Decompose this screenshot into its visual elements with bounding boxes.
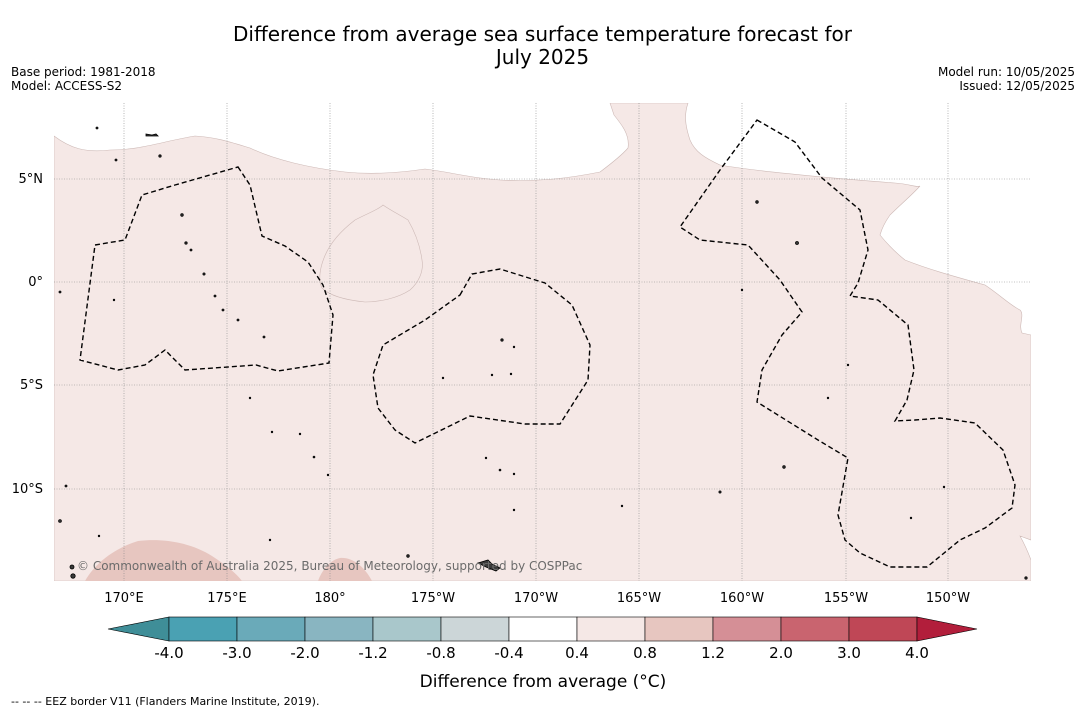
eez-border-kiribati-gilberts <box>79 166 334 372</box>
lon-label-180: 180° <box>314 591 345 606</box>
lat-label-10s: 10°S <box>12 482 43 497</box>
copyright-notice: © Commonwealth of Australia 2025, Bureau… <box>77 559 582 573</box>
model-run-text: Model run: 10/05/2025 <box>937 65 1075 79</box>
metadata-left: Base period: 1981-2018 Model: ACCESS-S2 <box>11 65 156 93</box>
metadata-right: Model run: 10/05/2025 Issued: 12/05/2025 <box>938 65 1075 93</box>
colorbar-tick-label: -0.8 <box>426 644 455 662</box>
colorbar <box>107 616 978 642</box>
colorbar-tick-label: 2.0 <box>769 644 793 662</box>
issued-text: Issued: 12/05/2025 <box>959 79 1075 93</box>
colorbar-tick-label: -2.0 <box>290 644 319 662</box>
colorbar-tick-label: 0.8 <box>633 644 657 662</box>
colorbar-segment <box>304 616 374 642</box>
anomaly-fill-light <box>54 103 1031 581</box>
eez-border-kiribati-line <box>679 119 1016 568</box>
colorbar-segment <box>440 616 510 642</box>
lon-label-175e: 175°E <box>207 591 247 606</box>
colorbar-label: Difference from average (°C) <box>420 672 667 692</box>
colorbar-segment <box>576 616 646 642</box>
colorbar-tick-label: 4.0 <box>905 644 929 662</box>
colorbar-tick-labels: -4.0 -3.0 -2.0 -1.2 -0.8 -0.4 0.4 0.8 1.2 2.0 3.0 4… <box>154 644 929 662</box>
lon-label-160w: 160°W <box>720 591 764 606</box>
colorbar-segment <box>780 616 850 642</box>
islands <box>58 126 1028 580</box>
lat-label-0: 0° <box>28 275 43 290</box>
colorbar-segment <box>848 616 918 642</box>
colorbar-tick-label: 0.4 <box>565 644 589 662</box>
map-title-line-2: July 2025 <box>495 45 590 69</box>
eez-footnote: -- -- -- EEZ border V11 (Flanders Marine… <box>11 695 320 708</box>
colorbar-segment <box>236 616 306 642</box>
lat-label-5s: 5°S <box>20 378 43 393</box>
model-text: Model: ACCESS-S2 <box>11 79 123 93</box>
colorbar-extension-low <box>107 616 170 642</box>
colorbar-tick-label: -1.2 <box>358 644 387 662</box>
lon-label-155w: 155°W <box>824 591 868 606</box>
lon-label-170w: 170°W <box>514 591 558 606</box>
eez-border-kiribati-phoenix <box>372 268 591 444</box>
colorbar-tick-label: 3.0 <box>837 644 861 662</box>
lat-label-5n: 5°N <box>19 172 44 187</box>
eez-borders <box>79 119 1016 568</box>
colorbar-extension-high <box>916 616 978 642</box>
colorbar-segment <box>644 616 714 642</box>
colorbar-tick-label: -3.0 <box>222 644 251 662</box>
colorbar-segment <box>372 616 442 642</box>
lon-label-150w: 150°W <box>926 591 970 606</box>
map-title-line-1: Difference from average sea surface temp… <box>232 22 852 46</box>
colorbar-segment <box>712 616 782 642</box>
colorbar-tick-label: 1.2 <box>701 644 725 662</box>
map-panel: © Commonwealth of Australia 2025, Bureau… <box>54 103 1031 581</box>
colorbar-segment <box>508 616 578 642</box>
anomaly-fill-medium-south <box>318 557 372 581</box>
lon-label-175w: 175°W <box>411 591 455 606</box>
colorbar-segment <box>168 616 238 642</box>
base-period-text: Base period: 1981-2018 <box>11 65 156 79</box>
lon-label-170e: 170°E <box>104 591 144 606</box>
colorbar-tick-label: -0.4 <box>494 644 523 662</box>
colorbar-tick-label: -4.0 <box>154 644 183 662</box>
lon-label-165w: 165°W <box>617 591 661 606</box>
